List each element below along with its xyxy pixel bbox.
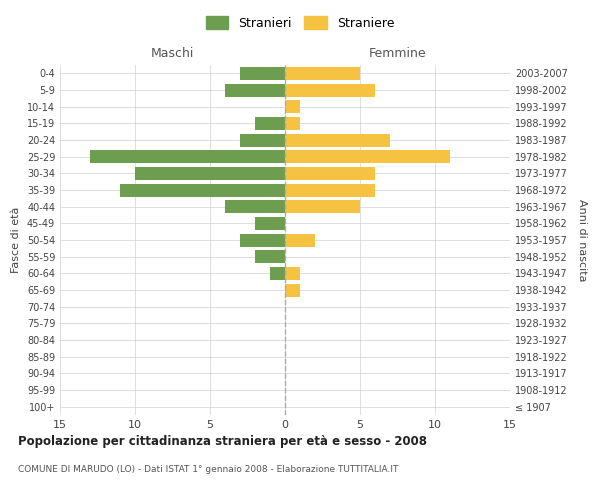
Bar — [135, 167, 285, 180]
Bar — [285, 100, 300, 113]
Y-axis label: Fasce di età: Fasce di età — [11, 207, 21, 273]
Bar — [285, 117, 300, 130]
Bar — [285, 184, 375, 196]
Bar — [240, 234, 285, 246]
Bar — [255, 250, 285, 263]
Bar — [285, 150, 450, 163]
Bar — [285, 134, 390, 146]
Bar — [120, 184, 285, 196]
Bar — [285, 234, 315, 246]
Bar — [225, 200, 285, 213]
Bar — [285, 284, 300, 296]
Legend: Stranieri, Straniere: Stranieri, Straniere — [201, 11, 399, 35]
Bar — [285, 200, 360, 213]
Bar — [255, 217, 285, 230]
Bar — [285, 84, 375, 96]
Bar — [270, 267, 285, 280]
Text: COMUNE DI MARUDO (LO) - Dati ISTAT 1° gennaio 2008 - Elaborazione TUTTITALIA.IT: COMUNE DI MARUDO (LO) - Dati ISTAT 1° ge… — [18, 465, 398, 474]
Bar — [285, 267, 300, 280]
Bar — [90, 150, 285, 163]
Y-axis label: Anni di nascita: Anni di nascita — [577, 198, 587, 281]
Bar — [225, 84, 285, 96]
Bar — [240, 67, 285, 80]
Bar — [285, 167, 375, 180]
Text: Femmine: Femmine — [368, 47, 427, 60]
Text: Maschi: Maschi — [151, 47, 194, 60]
Text: Popolazione per cittadinanza straniera per età e sesso - 2008: Popolazione per cittadinanza straniera p… — [18, 435, 427, 448]
Bar — [255, 117, 285, 130]
Bar — [240, 134, 285, 146]
Bar — [285, 67, 360, 80]
